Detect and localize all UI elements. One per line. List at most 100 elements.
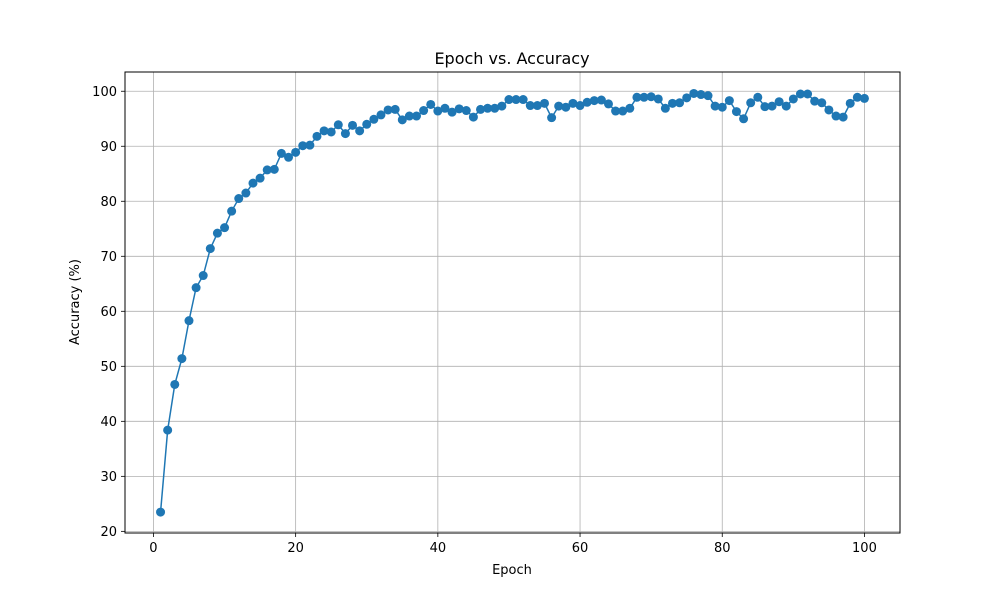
data-point: [504, 95, 514, 105]
data-point: [817, 98, 827, 108]
data-point: [369, 114, 379, 124]
data-point: [376, 110, 386, 120]
data-point: [774, 97, 784, 107]
axis-ticks: 0 20 40 60 80 100 20 30 40 50 60 70 80 90 100: [92, 85, 877, 556]
data-point: [518, 95, 528, 105]
y-tick-label: 50: [100, 360, 117, 375]
data-point: [760, 102, 770, 112]
y-tick-label: 90: [100, 140, 117, 155]
data-point: [575, 101, 585, 111]
data-point: [426, 99, 436, 109]
data-point: [461, 106, 471, 116]
data-point: [205, 244, 215, 254]
data-point: [746, 98, 756, 108]
data-point: [234, 194, 244, 204]
data-point: [589, 96, 599, 106]
grid: [125, 72, 900, 533]
data-point: [497, 101, 507, 111]
plot-frame: [124, 71, 901, 534]
data-point: [838, 112, 848, 122]
data-point: [177, 354, 187, 364]
data-point: [412, 111, 422, 121]
data-point: [810, 96, 820, 106]
data-point: [568, 98, 578, 108]
data-point: [483, 103, 493, 113]
data-point: [383, 105, 393, 115]
data-point: [632, 92, 642, 102]
data-point: [404, 111, 414, 121]
data-point: [859, 93, 869, 103]
data-point: [220, 223, 230, 233]
x-axis-label: Epoch: [492, 563, 532, 578]
data-point: [170, 379, 180, 389]
data-point: [248, 178, 258, 188]
data-point: [803, 89, 813, 99]
data-point: [582, 97, 592, 107]
data-point: [781, 101, 791, 111]
y-tick-label: 60: [100, 305, 117, 320]
data-point: [753, 92, 763, 102]
data-point: [710, 101, 720, 111]
data-point: [788, 94, 798, 104]
data-point: [724, 96, 734, 106]
data-point: [291, 147, 301, 157]
data-point: [703, 91, 713, 101]
data-point: [333, 120, 343, 130]
data-point: [440, 103, 450, 113]
data-point: [795, 89, 805, 99]
data-point: [845, 98, 855, 108]
data-point: [490, 103, 500, 113]
data-point: [767, 101, 777, 111]
data-point: [212, 228, 222, 238]
data-point: [824, 105, 834, 115]
chart-title: Epoch vs. Accuracy: [434, 49, 589, 68]
data-point: [340, 129, 350, 139]
y-tick-label: 20: [100, 525, 117, 540]
data-point: [262, 165, 272, 175]
x-tick-label: 80: [714, 541, 731, 556]
data-point: [554, 101, 564, 111]
x-tick-label: 100: [852, 541, 877, 556]
data-point: [454, 104, 464, 114]
data-point: [241, 188, 251, 198]
data-point: [397, 115, 407, 125]
data-point: [603, 99, 613, 109]
data-point: [184, 316, 194, 326]
data-point: [468, 112, 478, 122]
data-point: [739, 114, 749, 124]
data-point: [696, 90, 706, 100]
data-point: [298, 141, 308, 151]
data-point: [525, 101, 535, 111]
data-point: [689, 88, 699, 98]
data-point: [675, 98, 685, 108]
data-point: [539, 98, 549, 108]
data-point: [348, 120, 358, 130]
data-point: [227, 206, 237, 216]
data-point: [419, 106, 429, 116]
x-tick-label: 0: [149, 541, 157, 556]
y-tick-label: 70: [100, 250, 117, 265]
data-point: [561, 102, 571, 112]
data-point: [852, 92, 862, 102]
data-point: [639, 92, 649, 102]
data-point: [831, 111, 841, 121]
data-point: [362, 119, 372, 129]
data-point: [618, 106, 628, 116]
y-tick-label: 40: [100, 415, 117, 430]
y-tick-label: 100: [92, 85, 117, 100]
data-point: [433, 106, 443, 116]
data-point: [319, 126, 329, 136]
series-layer: [156, 88, 869, 517]
data-point: [447, 107, 457, 117]
data-point: [682, 93, 692, 103]
data-point: [660, 103, 670, 113]
data-point: [625, 103, 635, 113]
data-point: [191, 283, 201, 293]
data-point: [156, 507, 166, 517]
data-point: [255, 173, 265, 183]
data-point: [390, 104, 400, 114]
data-point: [653, 94, 663, 104]
